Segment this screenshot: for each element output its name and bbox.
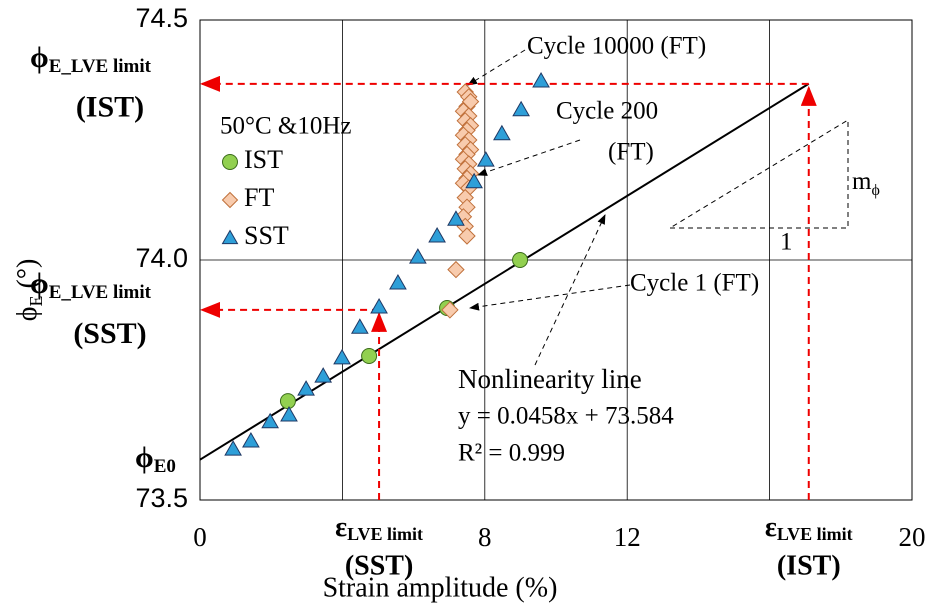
slope-triangle [668, 119, 849, 229]
data-point [242, 431, 260, 448]
data-point [224, 440, 242, 456]
data-point [389, 274, 407, 290]
eps-sub: LVE limit [347, 524, 423, 544]
data-point [441, 301, 459, 319]
phi-symbol: ϕ [30, 267, 49, 300]
data-point [512, 100, 530, 117]
legend-marker [222, 154, 238, 170]
phi-symbol: ϕ [135, 441, 154, 474]
equation: y = 0.0458x + 73.584 [458, 403, 674, 430]
x-tick-label: 0 [193, 522, 207, 552]
slope-sub: ϕ [871, 182, 879, 199]
y-symbol: ϕ [12, 307, 43, 322]
annotation: Cycle 10000 (FT) [527, 33, 706, 60]
phi-limit-label: ϕE_LVE limit [30, 41, 152, 77]
legend-marker [221, 229, 239, 245]
eps-limit-label: εLVE limit [765, 512, 853, 544]
data-point [370, 298, 388, 314]
eps-symbol: ε [765, 512, 777, 543]
data-point [361, 348, 378, 364]
eps-limit-tag: (SST) [345, 550, 413, 581]
eps-limit-label: εLVE limit [335, 512, 423, 544]
annotation: Nonlinearity line [458, 364, 642, 394]
slope-label: mϕ [852, 168, 880, 199]
data-point [532, 71, 550, 88]
data-point [512, 252, 529, 268]
data-point [477, 151, 495, 167]
data-point [465, 172, 483, 189]
legend-title: 50°C &10Hz [220, 113, 352, 140]
y-unit: (°) [12, 259, 43, 296]
x-tick-label: 8 [478, 522, 492, 552]
phi-sub: E_LVE limit [49, 282, 152, 303]
y-axis-title: ϕE (°) [12, 259, 46, 322]
slope-symbol: m [852, 168, 872, 195]
data-point [493, 124, 511, 141]
eps-limit-tag: (IST) [777, 550, 841, 581]
data-point [297, 380, 315, 396]
slope-run: 1 [780, 229, 793, 256]
phi-e0: ϕE0 [135, 441, 176, 477]
data-point [447, 210, 465, 226]
phi-symbol: ϕ [30, 41, 49, 74]
trendline [199, 82, 810, 461]
data-point [428, 226, 446, 243]
data-point [333, 348, 351, 365]
data-point [350, 318, 369, 334]
x-tick-label: 12 [614, 522, 641, 552]
annotation: Cycle 1 (FT) [630, 270, 759, 297]
eps-symbol: ε [335, 512, 347, 543]
phi-limit-tag: (SST) [73, 317, 146, 350]
data-point [279, 393, 296, 410]
data-point [409, 248, 427, 264]
data-point [458, 227, 476, 245]
legend-marker [221, 191, 239, 209]
phi-sub: E_LVE limit [49, 56, 152, 77]
r-squared: R² = 0.999 [458, 440, 565, 467]
pointers [467, 49, 631, 366]
plot-frame [199, 19, 913, 501]
x-tick-label: 20 [899, 522, 926, 552]
data-point [280, 406, 298, 422]
legend-label: IST [244, 145, 283, 174]
phi-sub: E0 [154, 456, 176, 477]
y-tick-label: 73.5 [135, 483, 188, 513]
data-point [314, 367, 333, 383]
phi-limit-label: ϕE_LVE limit [30, 267, 152, 303]
x-axis-title: Strain amplitude (%) [323, 572, 558, 603]
y-tick-label: 74.0 [135, 243, 188, 273]
annotation: Cycle 200 [556, 98, 658, 125]
legend-label: FT [244, 183, 274, 212]
data-point [261, 412, 279, 429]
data-point [447, 260, 465, 279]
phi-limit-tag: (IST) [76, 91, 144, 124]
annotation: (FT) [608, 139, 654, 166]
y-sub: E [26, 296, 46, 307]
eps-sub: LVE limit [777, 524, 853, 544]
y-tick-label: 74.5 [135, 3, 188, 33]
legend-label: SST [244, 221, 289, 250]
